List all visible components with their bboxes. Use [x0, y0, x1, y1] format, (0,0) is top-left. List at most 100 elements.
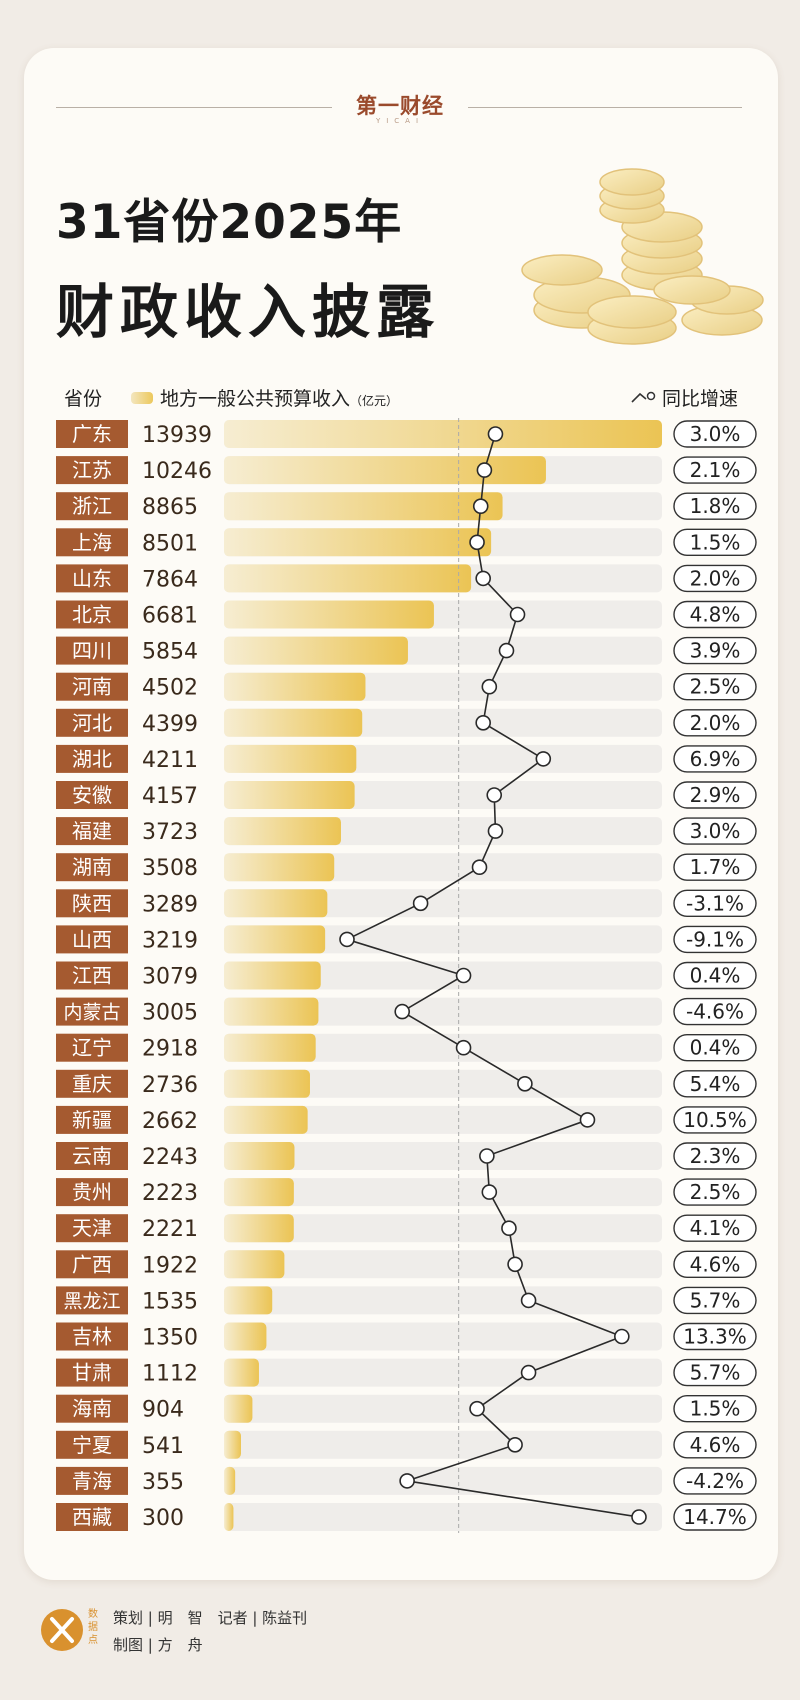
revenue-bar	[224, 1069, 310, 1098]
province-label: 贵州	[72, 1180, 112, 1204]
province-label: 海南	[72, 1397, 112, 1421]
growth-value-label: 1.7%	[690, 855, 741, 879]
growth-point	[486, 787, 503, 803]
revenue-bar	[224, 744, 357, 773]
growth-point	[469, 1400, 485, 1417]
revenue-value-label: 2662	[142, 1109, 198, 1134]
growth-value-label: 5.4%	[690, 1072, 741, 1096]
growth-point	[475, 570, 491, 587]
province-label: 河南	[72, 675, 112, 699]
province-tag	[56, 1466, 128, 1495]
province-column-header: 省份	[64, 388, 103, 410]
header-rule-left	[56, 107, 332, 108]
province-tag	[56, 853, 128, 882]
growth-point	[487, 426, 504, 442]
bar-track	[224, 1142, 662, 1170]
province-label: 安徽	[72, 783, 112, 807]
revenue-bar	[224, 600, 434, 629]
revenue-value-label: 8865	[142, 495, 198, 520]
bar-track	[224, 1394, 662, 1423]
province-tag	[56, 564, 128, 593]
growth-badge	[673, 745, 757, 773]
growth-point	[481, 678, 498, 695]
bar-track	[224, 961, 662, 990]
growth-badge	[673, 1178, 757, 1206]
bar-track	[224, 1322, 662, 1351]
growth-point	[399, 1473, 415, 1489]
growth-badge	[673, 1250, 757, 1279]
revenue-bar	[224, 1033, 316, 1062]
growth-point	[481, 1184, 498, 1200]
revenue-bar	[224, 1394, 253, 1423]
revenue-value-label: 2223	[142, 1181, 198, 1206]
growth-point	[339, 931, 355, 948]
revenue-bar	[224, 1322, 267, 1351]
revenue-value-label: 3723	[142, 820, 198, 845]
province-tag	[56, 744, 128, 773]
revenue-bar	[224, 997, 319, 1026]
growth-badge	[673, 853, 757, 881]
province-tag	[56, 1142, 128, 1170]
revenue-value-label: 10246	[142, 459, 212, 484]
growth-badge	[673, 420, 757, 448]
province-label: 新疆	[72, 1108, 112, 1132]
page-title-line2: 财政收入披露	[56, 278, 441, 346]
growth-badge	[673, 1358, 757, 1387]
province-tag	[56, 672, 128, 701]
province-label: 江苏	[72, 458, 112, 482]
province-label: 黑龙江	[63, 1290, 120, 1312]
province-tag	[56, 1033, 128, 1062]
revenue-value-label: 541	[142, 1434, 184, 1459]
bar-track	[224, 1503, 662, 1531]
brand-logo: 第一财经	[356, 94, 444, 118]
revenue-value-label: 7864	[142, 567, 198, 592]
brand-logo-sub: YICAI	[375, 117, 425, 125]
growth-point	[631, 1509, 647, 1525]
bar-track	[224, 1033, 662, 1062]
province-label: 云南	[72, 1144, 112, 1168]
growth-badge	[673, 817, 757, 845]
revenue-value-label: 1535	[142, 1289, 198, 1314]
province-label: 广西	[72, 1252, 112, 1276]
revenue-bar	[224, 564, 472, 593]
revenue-column-header: 地方一般公共预算收入（亿元）	[160, 384, 398, 411]
province-tag	[56, 708, 128, 737]
province-tag	[56, 1358, 128, 1387]
province-label: 山东	[72, 566, 112, 590]
revenue-value-label: 3289	[142, 892, 198, 917]
province-label: 辽宁	[72, 1036, 112, 1060]
credits-line-2: 制图 | 方 舟	[113, 1636, 203, 1654]
revenue-value-label: 1922	[142, 1253, 198, 1278]
revenue-value-label: 4211	[142, 748, 198, 773]
province-label: 山西	[72, 927, 112, 951]
revenue-bar	[224, 456, 546, 485]
growth-point	[487, 823, 504, 839]
growth-point	[507, 1437, 523, 1453]
growth-badge	[673, 492, 757, 520]
province-tag	[56, 817, 128, 846]
growth-value-label: -3.1%	[686, 891, 744, 915]
revenue-value-label: 2918	[142, 1037, 198, 1062]
revenue-bar	[224, 853, 335, 882]
revenue-value-label: 2221	[142, 1217, 198, 1242]
revenue-bar	[224, 1142, 295, 1170]
revenue-bar	[224, 961, 321, 990]
growth-point	[614, 1328, 630, 1345]
growth-point	[469, 534, 485, 551]
revenue-bar	[224, 1105, 308, 1134]
growth-point	[520, 1364, 537, 1381]
growth-value-label: 0.4%	[690, 964, 741, 988]
growth-point	[498, 642, 515, 659]
revenue-unit-label: （亿元）	[350, 394, 399, 408]
growth-badge	[673, 709, 757, 737]
province-tag	[56, 925, 128, 954]
revenue-bar	[224, 1286, 273, 1315]
province-tag	[56, 636, 128, 665]
growth-badge	[673, 1106, 757, 1134]
growth-badge	[673, 1467, 757, 1495]
bar-track	[224, 1358, 662, 1387]
growth-value-label: -9.1%	[686, 927, 744, 951]
province-tag	[56, 1430, 128, 1459]
growth-value-label: 0.4%	[690, 1036, 741, 1060]
